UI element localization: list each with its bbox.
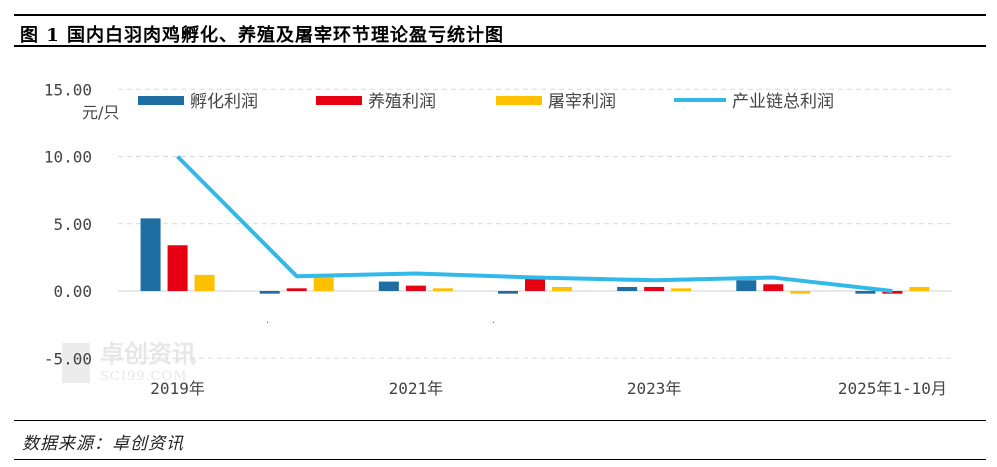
legend-label: 产业链总利润 (732, 92, 834, 112)
source-note: 数据来源：卓创资讯 (22, 434, 184, 454)
bar-屠宰利润-2019年 (194, 274, 215, 291)
bar-孵化利润-2025年1-10月 (855, 291, 876, 294)
x-axis-ticks: 2019年 2021年 2023年 2025年1-10月 (150, 379, 947, 398)
watermark-logo-icon (62, 343, 90, 383)
y-tick-label: 5.00 (53, 215, 92, 234)
legend-swatch-屠宰利润 (496, 96, 542, 105)
bar-屠宰利润-2024年 (790, 291, 811, 294)
bar-养殖利润-2023年 (644, 286, 665, 291)
bar-养殖利润-2020年 (286, 288, 307, 291)
line-产业链总利润 (176, 155, 893, 293)
y-tick-label: 0.00 (53, 282, 92, 301)
bar-孵化利润-2022年 (498, 291, 518, 294)
legend-label: 孵化利润 (190, 92, 258, 112)
x-tick-label: 2019年 (150, 379, 205, 398)
bar-孵化利润-2020年 (259, 291, 280, 294)
bar-养殖利润-2025年1-10月 (882, 291, 903, 294)
chart-title: 图 1 国内白羽肉鸡孵化、养殖及屠宰环节理论盈亏统计图 (20, 25, 505, 46)
bar-养殖利润-2021年 (405, 285, 426, 291)
bar-养殖利润-2019年 (167, 245, 188, 291)
legend-swatch-孵化利润 (138, 96, 184, 105)
chart-area: 卓创资讯 SCI99.COM 15.00 10.00 5.00 0.00 -5.00 元… (44, 80, 952, 398)
gridlines (118, 88, 952, 359)
legend-label: 养殖利润 (368, 92, 436, 112)
y-tick-label: -5.00 (44, 349, 92, 368)
bar-孵化利润-2023年 (617, 286, 638, 291)
bar-孵化利润-2019年 (140, 218, 161, 291)
x-tick-label: 2025年1-10月 (838, 379, 947, 398)
bars (140, 218, 930, 294)
y-tick-label: 10.00 (44, 148, 92, 167)
bar-屠宰利润-2023年 (671, 288, 692, 291)
y-axis-ticks: 15.00 10.00 5.00 0.00 -5.00 (44, 80, 92, 368)
bar-孵化利润-2021年 (378, 281, 399, 291)
watermark-site: SCI99.COM (100, 369, 188, 384)
bar-屠宰利润-2020年 (313, 277, 334, 291)
bar-养殖利润-2024年 (763, 284, 784, 291)
bar-屠宰利润-2025年1-10月 (909, 286, 930, 291)
x-tick-label: 2021年 (389, 379, 444, 398)
watermark-name: 卓创资讯 (100, 340, 196, 368)
stray-dot: · (492, 318, 495, 329)
source-bar: 数据来源：卓创资讯 (14, 420, 986, 460)
legend-label: 屠宰利润 (548, 92, 616, 112)
stray-dot: · (266, 318, 269, 329)
y-tick-label: 15.00 (44, 80, 92, 99)
bar-养殖利润-2022年 (525, 278, 545, 291)
x-tick-label: 2023年 (627, 379, 682, 398)
legend: 孵化利润 养殖利润 屠宰利润 产业链总利润 (138, 92, 834, 112)
y-axis-unit: 元/只 (82, 103, 119, 122)
bar-屠宰利润-2022年 (552, 286, 572, 291)
bar-孵化利润-2024年 (736, 280, 757, 291)
bar-屠宰利润-2021年 (432, 288, 453, 291)
chart-title-bar: 图 1 国内白羽肉鸡孵化、养殖及屠宰环节理论盈亏统计图 (14, 14, 986, 47)
watermark: 卓创资讯 SCI99.COM (62, 340, 196, 384)
total-profit-line (176, 155, 893, 293)
legend-swatch-养殖利润 (316, 96, 362, 105)
